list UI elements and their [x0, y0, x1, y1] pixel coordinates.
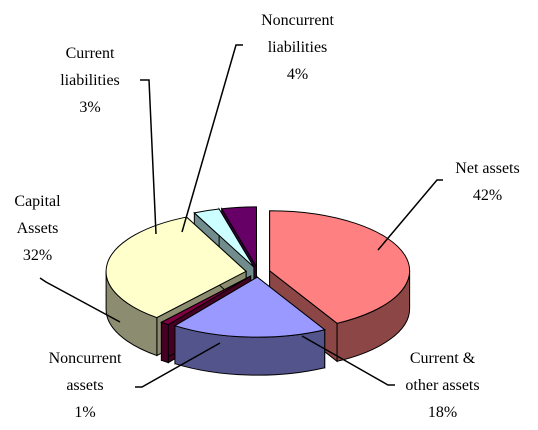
- slice-label: Current liabilities 3%: [40, 40, 140, 121]
- category-label: Noncurrent liabilities: [261, 12, 334, 56]
- value-label: 1%: [74, 404, 96, 421]
- value-label: 42%: [472, 187, 503, 204]
- slices: [105, 206, 411, 376]
- value-label: 3%: [79, 99, 101, 116]
- slice-label: Capital Assets 32%: [0, 188, 75, 269]
- slice-label: Noncurrent liabilities 4%: [240, 7, 355, 88]
- leader-line: [39, 277, 121, 323]
- leader-line: [140, 79, 157, 235]
- category-label: Noncurrent assets: [48, 350, 122, 394]
- slice-top: [160, 275, 251, 326]
- slice-top: [220, 206, 257, 269]
- leader-line: [135, 342, 221, 388]
- value-label: 32%: [22, 247, 53, 264]
- value-label: 4%: [286, 66, 309, 83]
- slice-top: [269, 210, 411, 324]
- leader-lines: [39, 44, 443, 388]
- leader-line: [301, 335, 395, 386]
- slice-label: Current & other assets 18%: [395, 345, 490, 426]
- value-label: 18%: [427, 404, 458, 421]
- category-label: Current liabilities: [60, 45, 120, 89]
- category-label: Capital Assets: [14, 193, 61, 237]
- slice-top: [173, 276, 326, 338]
- leader-line: [377, 179, 443, 251]
- slice-label: Noncurrent assets 1%: [30, 345, 140, 426]
- leader-line: [181, 44, 243, 233]
- slice: [173, 276, 326, 376]
- slice-label: Net assets 42%: [420, 155, 538, 209]
- slice-wall: [160, 321, 169, 364]
- category-label: Current & other assets: [405, 350, 480, 394]
- slice-top: [193, 208, 255, 268]
- slice-top: [105, 216, 247, 319]
- category-label: Net assets: [455, 160, 520, 177]
